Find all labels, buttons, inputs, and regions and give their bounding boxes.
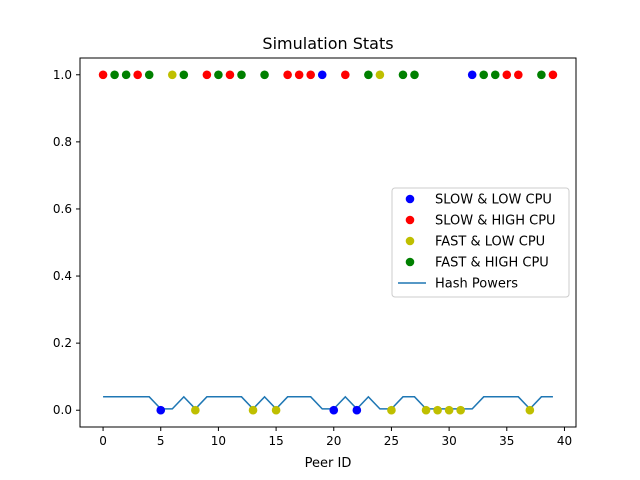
fast-and-low-cpu-point [433, 405, 442, 415]
fast-and-low-cpu-point [456, 405, 465, 415]
fast-and-high-cpu-point [537, 70, 546, 80]
fast-and-high-cpu-legend-swatch [405, 257, 415, 267]
x-axis: 0 5 10 15 20 25 30 35 40 [99, 427, 572, 448]
fast-and-high-cpu-point [110, 70, 119, 80]
x-tick-label: 35 [499, 434, 514, 448]
x-tick-label: 10 [211, 434, 226, 448]
fast-and-low-cpu-point [375, 70, 385, 80]
y-tick-label: 1.0 [53, 68, 72, 82]
slow-and-low-cpu-point [467, 70, 477, 80]
fast-and-low-cpu-point [191, 405, 200, 415]
fast-and-low-cpu-point [444, 405, 454, 415]
fast-and-low-cpu-legend-swatch [405, 236, 415, 246]
fast-and-high-cpu-point [364, 70, 373, 80]
legend: SLOW & LOW CPU SLOW & HIGH CPU FAST & LOW … [391, 187, 570, 298]
slow-and-high-cpu-point [341, 70, 350, 80]
y-axis: 0.0 0.2 0.4 0.6 0.8 1.0 [53, 68, 80, 417]
plot-content [98, 70, 558, 415]
slow-and-high-cpu-point [502, 70, 512, 80]
chart-title: Simulation Stats [262, 34, 393, 53]
x-tick-label: 5 [157, 434, 165, 448]
slow-and-high-cpu-point [294, 70, 304, 80]
fast-and-high-cpu-point [479, 70, 489, 80]
x-tick-label: 40 [557, 434, 572, 448]
fast-and-low-cpu-point [387, 405, 396, 415]
slow-and-high-cpu-point [514, 70, 523, 80]
x-tick-label: 25 [384, 434, 399, 448]
fast-and-low-cpu-point [248, 405, 258, 415]
fast-and-high-cpu-point [214, 70, 223, 80]
x-axis-label: Peer ID [305, 456, 352, 471]
slow-and-low-cpu-legend-label: SLOW & LOW CPU [435, 193, 552, 208]
slow-and-high-cpu-point [225, 70, 235, 80]
y-tick-label: 0.6 [53, 202, 72, 216]
fast-and-high-cpu-point [144, 70, 154, 80]
y-tick-label: 0.4 [53, 269, 72, 283]
x-tick-label: 0 [99, 434, 107, 448]
hash-powers-line [103, 395, 553, 410]
x-tick-label: 15 [268, 434, 283, 448]
slow-and-high-cpu-legend-swatch [405, 215, 415, 225]
fast-and-high-cpu-legend-label: FAST & HIGH CPU [435, 256, 549, 271]
fast-and-high-cpu-point [410, 70, 419, 80]
fast-and-low-cpu-point [167, 70, 177, 80]
fast-and-high-cpu-point [398, 70, 408, 80]
y-tick-label: 0.2 [53, 336, 72, 350]
y-tick-label: 0.8 [53, 135, 72, 149]
plot-area [79, 57, 577, 428]
x-tick-label: 20 [326, 434, 341, 448]
slow-and-high-cpu-point [98, 70, 108, 80]
slow-and-high-cpu-point [133, 70, 142, 80]
slow-and-low-cpu-legend-swatch [405, 194, 415, 204]
slow-and-high-cpu-point [283, 70, 292, 80]
x-tick-label: 30 [441, 434, 456, 448]
fast-and-high-cpu-point [121, 70, 131, 80]
slow-and-low-cpu-point [317, 70, 327, 80]
fast-and-low-cpu-legend-label: FAST & LOW CPU [435, 235, 545, 250]
fast-and-high-cpu-point [237, 70, 246, 80]
hash-powers-legend-label: Hash Powers [435, 277, 518, 292]
fast-and-high-cpu-point [490, 70, 500, 80]
slow-and-low-cpu-point [329, 405, 339, 415]
slow-and-high-cpu-legend-label: SLOW & HIGH CPU [435, 214, 556, 229]
fast-and-low-cpu-point [271, 405, 281, 415]
fast-and-low-cpu-point [421, 405, 431, 415]
slow-and-low-cpu-point [156, 405, 166, 415]
fast-and-low-cpu-point [525, 405, 535, 415]
slow-and-high-cpu-point [548, 70, 558, 80]
fast-and-high-cpu-point [260, 70, 269, 80]
slow-and-high-cpu-point [202, 70, 212, 80]
y-tick-label: 0.0 [53, 403, 72, 417]
fast-and-high-cpu-point [179, 70, 189, 80]
slow-and-high-cpu-point [306, 70, 315, 80]
legend-box [391, 187, 570, 298]
slow-and-low-cpu-point [352, 405, 362, 415]
